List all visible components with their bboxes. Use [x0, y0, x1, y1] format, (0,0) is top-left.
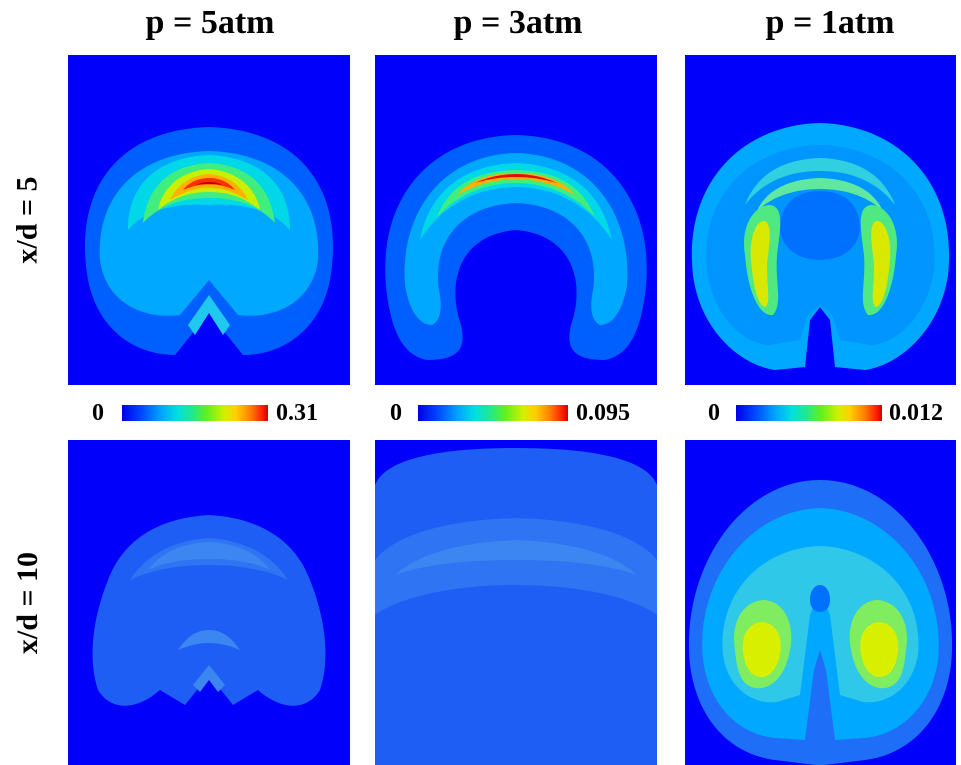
contour-panel-xd10-p1: [685, 440, 956, 765]
colorbar-p3: 0 0.095: [390, 398, 660, 428]
colorbar-p5-min: 0: [92, 400, 104, 426]
colorbar-p1-max: 0.012: [889, 400, 943, 426]
row-label-xd10: x/d = 10: [0, 440, 56, 765]
row-label-xd5: x/d = 5: [0, 55, 56, 385]
colorbar-p3-max: 0.095: [576, 400, 630, 426]
contour-panel-xd10-p5: [68, 440, 350, 765]
row-label-xd5-text: x/d = 5: [11, 176, 44, 264]
contour-panel-xd5-p1: [685, 55, 956, 385]
colorbar-p5: 0 0.31: [92, 398, 332, 428]
contour-panel-xd5-p3: [375, 55, 657, 385]
colorbar-p1: 0 0.012: [708, 398, 960, 428]
column-title-p3: p = 3atm: [453, 4, 583, 41]
colorbar-p1-gradient: [736, 405, 882, 421]
contour-panel-xd10-p3: [375, 440, 657, 765]
row-label-xd10-text: x/d = 10: [11, 551, 44, 654]
colorbar-p5-max: 0.31: [276, 400, 318, 426]
column-title-p5: p = 5atm: [145, 4, 275, 41]
colorbar-p3-min: 0: [390, 400, 402, 426]
colorbar-p1-min: 0: [708, 400, 720, 426]
column-title-p1: p = 1atm: [765, 4, 895, 41]
colorbar-p5-gradient: [122, 405, 268, 421]
colorbar-p3-gradient: [418, 405, 568, 421]
contour-panel-xd5-p5: [68, 55, 350, 385]
